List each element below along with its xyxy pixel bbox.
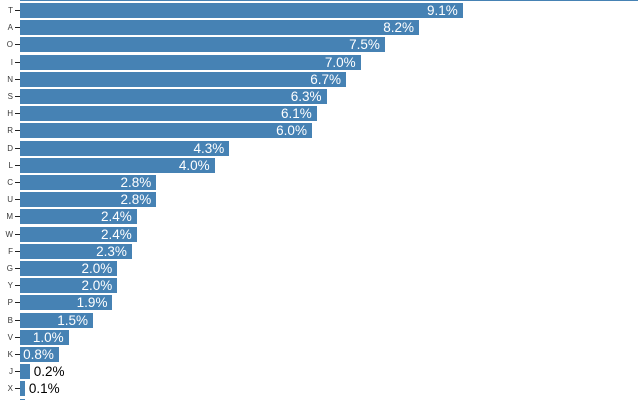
y-axis-tick-label-w: W (5, 229, 13, 239)
y-axis-tick-mark (15, 182, 20, 183)
y-axis-tick-mark (15, 285, 20, 287)
frequency-bar-t (20, 3, 463, 18)
bar-value-label-y: 2.0% (81, 278, 113, 294)
y-axis-tick-mark (15, 388, 20, 390)
frequency-bar-b (20, 312, 93, 328)
bar-value-label-b: 1.5% (57, 312, 88, 328)
y-axis-tick-label-k: K (7, 350, 13, 359)
bar-value-label-o: 7.5% (349, 37, 380, 53)
y-axis-tick-mark (15, 371, 20, 373)
bar-value-label-n: 6.7% (310, 71, 342, 87)
bar-value-label-c: 2.8% (120, 175, 152, 190)
frequency-bar-g (20, 261, 118, 276)
y-axis-tick-mark (15, 96, 20, 97)
y-axis-tick-mark (15, 61, 20, 63)
frequency-bar-v (20, 329, 69, 345)
frequency-bar-e (20, 0, 638, 1)
bar-value-label-i: 7.0% (324, 54, 356, 70)
y-axis-tick-mark (15, 268, 20, 269)
y-axis-tick-label-j: J (9, 367, 13, 377)
y-axis-tick-label-l: L (8, 160, 13, 170)
frequency-bar-o (20, 37, 385, 53)
frequency-bar-a (20, 20, 419, 36)
y-axis-tick-label-f: F (8, 246, 13, 256)
bar-value-label-m: 2.4% (101, 209, 132, 225)
y-axis-tick-mark (15, 10, 20, 11)
y-axis-tick-label-x: X (7, 384, 13, 394)
y-axis-tick-label-o: O (6, 40, 13, 50)
bar-value-label-p: 1.9% (76, 295, 108, 311)
y-axis-tick-label-b: B (7, 315, 13, 325)
y-axis-tick-mark (15, 319, 20, 321)
y-axis-tick-label-v: V (7, 332, 13, 342)
bar-value-label-x: 0.1% (28, 381, 60, 397)
bar-value-label-l: 4.0% (178, 157, 210, 173)
frequency-bar-d (20, 140, 230, 156)
bar-value-label-r: 6.0% (276, 123, 307, 139)
y-axis-tick-mark (15, 233, 20, 235)
bar-value-label-h: 6.1% (281, 106, 312, 122)
y-axis-tick-mark (15, 78, 20, 80)
bar-value-label-s: 6.3% (290, 89, 322, 104)
y-axis-tick-mark (15, 130, 20, 132)
bar-value-label-g: 2.0% (81, 261, 113, 276)
y-axis-tick-label-d: D (7, 143, 13, 153)
y-axis-tick-label-s: S (7, 92, 13, 101)
bar-value-label-v: 1.0% (32, 329, 64, 345)
bar-value-label-f: 2.3% (96, 243, 127, 259)
y-axis-tick-mark (15, 250, 20, 252)
y-axis-tick-label-y: Y (7, 281, 13, 291)
frequency-bar-c (20, 175, 157, 190)
y-axis-tick-label-i: I (10, 57, 13, 67)
y-axis-tick-mark (15, 27, 20, 29)
frequency-bar-f (20, 243, 132, 259)
y-axis-tick-label-h: H (7, 109, 13, 119)
bar-value-label-a: 8.2% (383, 20, 414, 36)
y-axis-tick-mark (15, 216, 20, 218)
y-axis-tick-label-g: G (6, 264, 13, 273)
bar-value-label-k: 0.8% (23, 347, 54, 362)
y-axis-tick-mark (15, 44, 20, 46)
y-axis-tick-mark (15, 147, 20, 149)
y-axis-tick-label-c: C (7, 178, 13, 187)
y-axis-tick-mark (15, 336, 20, 338)
frequency-bar-q (20, 398, 25, 400)
y-axis-tick-label-m: M (6, 212, 13, 222)
frequency-bar-x (20, 381, 25, 397)
frequency-bar-n (20, 71, 347, 87)
bar-value-label-w: 2.4% (101, 226, 132, 242)
frequency-bar-w (20, 226, 137, 242)
y-axis-tick-mark (15, 354, 20, 355)
frequency-bar-m (20, 209, 137, 225)
frequency-bar-l (20, 157, 215, 173)
y-axis-tick-mark (15, 302, 20, 304)
frequency-bar-p (20, 295, 113, 311)
frequency-bar-s (20, 89, 327, 104)
y-axis-tick-mark (15, 113, 20, 115)
frequency-bar-h (20, 106, 317, 122)
frequency-bar-k (20, 347, 59, 362)
bar-value-label-j: 0.2% (33, 364, 65, 380)
bar-value-label-d: 4.3% (193, 140, 225, 156)
frequency-bar-i (20, 54, 361, 70)
frequency-bar-y (20, 278, 118, 294)
y-axis-tick-label-u: U (7, 195, 13, 205)
bar-value-label-t: 9.1% (427, 3, 458, 18)
y-axis-tick-label-p: P (7, 298, 13, 308)
frequency-bar-r (20, 123, 312, 139)
y-axis-tick-mark (15, 164, 20, 166)
y-axis-tick-label-n: N (7, 74, 13, 84)
frequency-bar-u (20, 192, 157, 208)
y-axis-tick-label-r: R (7, 126, 13, 136)
frequency-bar-j (20, 364, 30, 380)
y-axis-tick-mark (15, 199, 20, 201)
bar-value-label-u: 2.8% (120, 192, 152, 208)
y-axis-tick-label-t: T (8, 6, 13, 15)
y-axis-tick-label-a: A (7, 23, 13, 33)
